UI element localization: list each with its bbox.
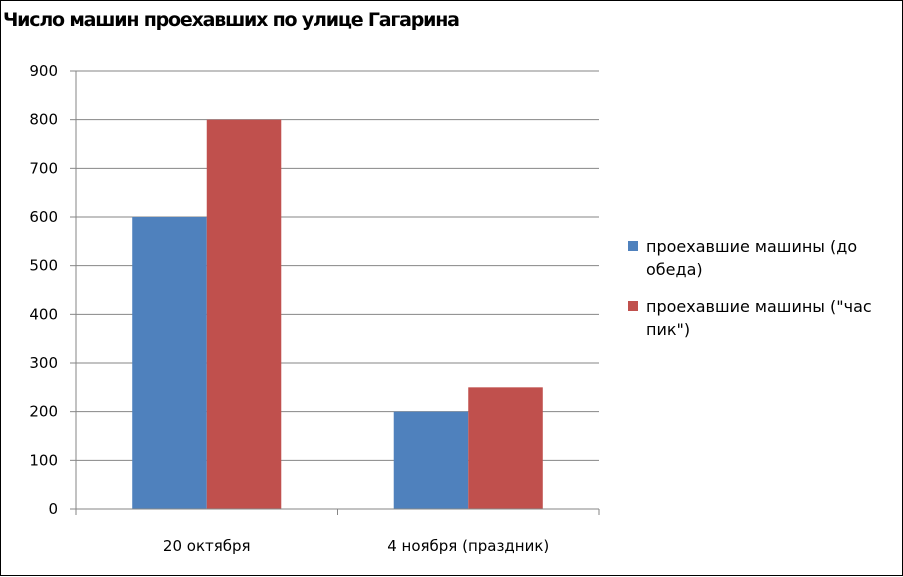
- y-tick-label-200: 200: [29, 403, 58, 421]
- y-tick-label-800: 800: [29, 111, 58, 129]
- y-tick-label-400: 400: [29, 305, 58, 323]
- y-tick-label-300: 300: [29, 354, 58, 372]
- bar-series-2-2: [468, 387, 543, 509]
- legend-item-series-1: проехавшие машины (до обеда): [628, 235, 888, 281]
- legend-label-series-1: проехавшие машины (до обеда): [646, 237, 858, 279]
- legend-item-series-2: проехавшие машины ("час пик"): [628, 295, 888, 341]
- y-tick-label-700: 700: [29, 159, 58, 177]
- y-tick-label-100: 100: [29, 451, 58, 469]
- y-tick-label-0: 0: [48, 500, 58, 518]
- y-tick-label-900: 900: [29, 62, 58, 80]
- x-tick-label-1: 20 октября: [163, 537, 251, 555]
- x-tick-label-2: 4 ноября (праздник): [387, 537, 549, 555]
- legend-swatch-series-1: [628, 241, 638, 251]
- y-tick-label-500: 500: [29, 257, 58, 275]
- bar-series-1-1: [132, 217, 207, 509]
- bar-series-1-2: [393, 411, 469, 509]
- y-tick-label-600: 600: [29, 208, 58, 226]
- legend: проехавшие машины (до обеда) проехавшие …: [628, 235, 888, 355]
- chart-title: Число машин проехавших по улице Гагарина: [3, 9, 460, 31]
- bar-series-2-1: [206, 119, 282, 510]
- legend-label-series-2: проехавшие машины ("час пик"): [646, 297, 872, 339]
- legend-swatch-series-2: [628, 301, 638, 311]
